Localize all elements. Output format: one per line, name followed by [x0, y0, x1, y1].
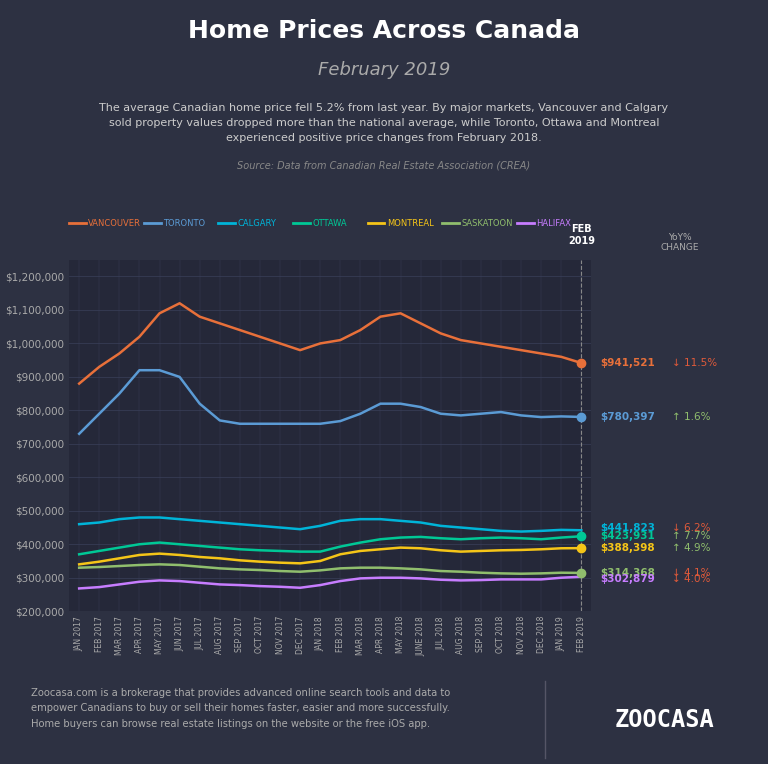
Text: $780,397: $780,397: [601, 412, 655, 422]
Text: $941,521: $941,521: [601, 358, 655, 368]
Text: ↑ 7.7%: ↑ 7.7%: [672, 531, 710, 541]
Text: OTTAWA: OTTAWA: [312, 219, 347, 228]
Text: SASKATOON: SASKATOON: [462, 219, 513, 228]
Text: ↑ 4.9%: ↑ 4.9%: [672, 543, 710, 553]
Text: $388,398: $388,398: [601, 543, 655, 553]
Text: CALGARY: CALGARY: [237, 219, 276, 228]
Text: $441,823: $441,823: [601, 523, 656, 533]
Text: The average Canadian home price fell 5.2% from last year. By major markets, Vanc: The average Canadian home price fell 5.2…: [99, 103, 669, 143]
Text: TORONTO: TORONTO: [163, 219, 205, 228]
Text: YoY%
CHANGE: YoY% CHANGE: [660, 233, 699, 252]
Text: Zoocasa.com is a brokerage that provides advanced online search tools and data t: Zoocasa.com is a brokerage that provides…: [31, 688, 450, 729]
Text: Source: Data from Canadian Real Estate Association (CREA): Source: Data from Canadian Real Estate A…: [237, 160, 531, 170]
Text: ↑ 1.6%: ↑ 1.6%: [672, 412, 710, 422]
Text: FEB
2019: FEB 2019: [568, 224, 595, 246]
Text: ↓ 4.1%: ↓ 4.1%: [672, 568, 710, 578]
Text: Home Prices Across Canada: Home Prices Across Canada: [188, 19, 580, 43]
Text: February 2019: February 2019: [318, 61, 450, 79]
Text: MONTREAL: MONTREAL: [387, 219, 433, 228]
Text: $314,368: $314,368: [601, 568, 655, 578]
Text: $423,931: $423,931: [601, 531, 655, 541]
Text: VANCOUVER: VANCOUVER: [88, 219, 141, 228]
Text: HALIFAX: HALIFAX: [536, 219, 571, 228]
Text: ↓ 11.5%: ↓ 11.5%: [672, 358, 717, 368]
Text: ↓ 4.0%: ↓ 4.0%: [672, 575, 710, 584]
Text: $302,879: $302,879: [601, 575, 655, 584]
Text: ↓ 6.2%: ↓ 6.2%: [672, 523, 710, 533]
Text: ZOOCASA: ZOOCASA: [614, 708, 714, 733]
